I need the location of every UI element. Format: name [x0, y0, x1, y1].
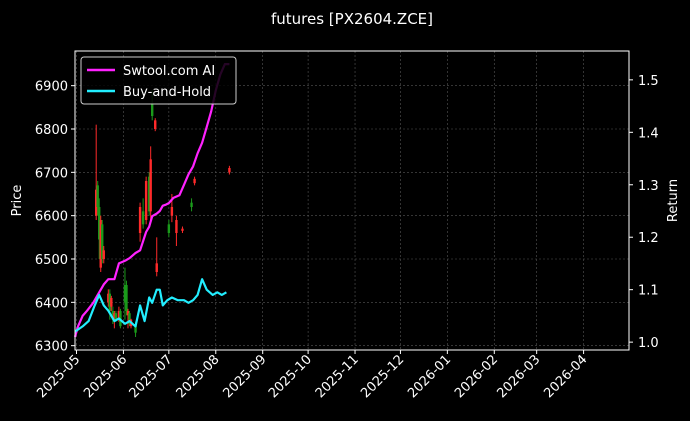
candle-body: [134, 324, 137, 333]
price-tick-label: 6600: [35, 210, 68, 225]
legend-box: [80, 56, 237, 105]
price-tick-label: 6700: [35, 166, 68, 181]
candle-body: [101, 224, 104, 259]
candle-body: [111, 311, 115, 320]
legend-label-buy-and-hold: Buy-and-Hold: [123, 85, 211, 100]
series-lines: [73, 62, 230, 338]
return-tick-label: 1.1: [638, 284, 659, 299]
candle-body: [117, 311, 121, 320]
candle-body: [108, 293, 112, 311]
candle-body: [114, 313, 118, 320]
candle-body: [154, 120, 157, 129]
candle-body: [175, 220, 178, 233]
candle-body: [126, 311, 130, 316]
series-line-buy-and-hold: [74, 278, 227, 333]
y-axis-label-right: Return: [666, 179, 681, 222]
candle-body: [128, 313, 131, 324]
return-tick-label: 1.4: [638, 126, 659, 141]
candle-body: [170, 207, 174, 216]
candle-body: [150, 103, 154, 116]
candle-body: [141, 211, 145, 225]
return-tick-label: 1.0: [638, 336, 659, 351]
price-tick-label: 6800: [35, 123, 68, 138]
price-tick-label: 6500: [35, 253, 68, 268]
return-tick-label: 1.3: [638, 179, 659, 194]
candle-body: [123, 285, 127, 303]
candle-body: [110, 298, 113, 307]
return-tick-label: 1.5: [638, 74, 659, 89]
return-tick-label: 1.2: [638, 231, 659, 246]
candle-body: [99, 220, 102, 268]
candle-body: [98, 207, 101, 240]
candle-body: [149, 159, 152, 212]
candle-body: [138, 207, 142, 233]
candle-body: [107, 293, 110, 303]
legend-label-ai: Swtool.com AI: [123, 64, 215, 79]
chart-title: futures [PX2604.ZCE]: [271, 10, 433, 28]
candle-body: [167, 224, 171, 233]
candle-body: [113, 313, 116, 320]
candle-body: [96, 185, 99, 207]
candle-body: [193, 178, 196, 184]
candle-body: [190, 202, 193, 207]
candle-body: [102, 250, 105, 259]
candle-body: [144, 181, 148, 220]
candle-body: [125, 285, 128, 311]
y-axis-label-left: Price: [10, 185, 25, 217]
price-tick-label: 6300: [35, 340, 68, 355]
series-line-ai: [73, 62, 230, 338]
candle-body: [94, 189, 98, 216]
candle-body: [228, 168, 231, 173]
candle-body: [155, 263, 158, 272]
candle-body: [147, 176, 151, 212]
price-tick-label: 6900: [35, 80, 68, 95]
legend: Swtool.com AI Buy-and-Hold: [80, 56, 237, 105]
candle-body: [181, 228, 184, 231]
price-tick-label: 6400: [35, 296, 68, 311]
plot-frame: [74, 50, 630, 351]
